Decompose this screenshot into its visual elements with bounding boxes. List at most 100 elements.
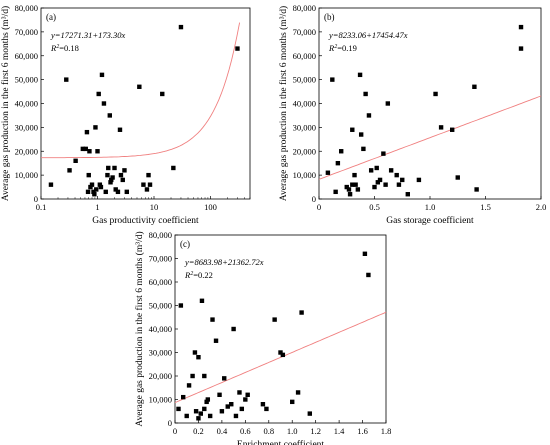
chart2-r-squared: R2=0.22 — [184, 270, 213, 280]
chart0-point — [118, 172, 124, 178]
chart2-point — [204, 399, 209, 405]
chart1-point — [361, 146, 366, 152]
chart2-point — [199, 298, 205, 303]
chart0-point — [85, 189, 91, 195]
chart1-point — [366, 113, 372, 118]
chart2-ytick-label: 10,000 — [149, 395, 172, 405]
chart0-point — [147, 182, 153, 187]
chart1-point — [381, 151, 386, 156]
chart1-r-squared: R2=0.19 — [328, 43, 357, 53]
chart1-xlabel: Gas storage coefficient — [386, 215, 474, 226]
chart0-point — [122, 168, 127, 173]
chart2-ytick-label: 70,000 — [149, 254, 172, 264]
chart0-point — [83, 146, 88, 152]
chart2-ytick-label: 20,000 — [149, 371, 172, 381]
chart1-point — [350, 182, 355, 187]
chart2-point — [210, 317, 215, 322]
chart1-panel-label: (b) — [324, 12, 335, 22]
chart0-panel-label: (a) — [46, 12, 56, 22]
chart0-fit-line — [41, 22, 241, 159]
chart1-point — [450, 127, 455, 132]
chart2-xtick-label: 1.4 — [334, 426, 345, 436]
chart1-point — [383, 182, 388, 187]
chart0-point — [107, 113, 112, 118]
chart2-point — [229, 402, 234, 407]
chart2-r-squared-exponent: 2 — [190, 271, 193, 277]
chart1-point — [518, 24, 524, 30]
chart2-point — [207, 413, 213, 419]
chart2-point — [217, 392, 222, 397]
chart2-xtick-label: 1.6 — [357, 426, 368, 436]
chart2-point — [299, 310, 304, 315]
chart0-point — [235, 46, 240, 51]
chart2-ytick-label: 80,000 — [149, 230, 172, 240]
chart1-ylabel: Average gas production in the first 6 mo… — [278, 6, 289, 201]
chart1-point — [346, 187, 352, 192]
chart1-point — [357, 72, 363, 78]
chart1-point — [385, 101, 391, 106]
chart0-point — [80, 146, 86, 152]
chart2-xlabel: Enrichment coefficient — [237, 439, 324, 445]
chart0-ylabel: Average gas production in the first 6 mo… — [0, 6, 11, 201]
chart0-point — [89, 182, 95, 187]
chart0-ytick-label: 70,000 — [15, 27, 38, 37]
chart1-point — [400, 177, 405, 183]
chart1-ytick-label: 10,000 — [293, 170, 316, 180]
chart0-point — [84, 129, 90, 135]
chart2-panel: 0 10,000 20,000 30,000 40,000 50,000 60,000 70,… — [134, 230, 391, 445]
chart0-point — [97, 182, 103, 187]
chart2-point — [198, 411, 203, 416]
chart2-point — [222, 376, 227, 381]
chart1-point — [355, 187, 361, 192]
chart2-ytick-label: 0 — [168, 418, 172, 428]
chart1-point — [405, 192, 410, 197]
chart0-point — [141, 182, 146, 187]
chart0-xtick-label: 100 — [204, 202, 217, 212]
chart1-ytick-label: 50,000 — [293, 75, 316, 85]
chart2-xtick-label: 1.2 — [310, 426, 321, 436]
chart1-point — [374, 165, 379, 171]
chart1-ytick-label: 20,000 — [293, 146, 316, 156]
chart1-point — [472, 84, 477, 89]
chart1-point — [325, 170, 331, 175]
chart2-point — [260, 402, 266, 407]
chart2-point — [272, 317, 277, 322]
chart1-point — [394, 172, 399, 178]
chart2-point — [205, 397, 211, 402]
chart0-ytick-label: 60,000 — [15, 51, 38, 61]
chart2-equation: y=8683.98+21362.72x — [184, 257, 264, 267]
chart2-point — [243, 397, 248, 402]
chart0-point — [96, 91, 101, 97]
chart2-point — [184, 413, 189, 419]
chart2-ylabel: Average gas production in the first 6 mo… — [134, 231, 145, 426]
chart1-fit-line — [318, 95, 542, 180]
chart2-point — [295, 390, 301, 395]
chart0-point — [171, 165, 176, 171]
chart0-point — [101, 101, 107, 106]
chart2-point — [366, 272, 371, 278]
chart0-point — [48, 182, 54, 187]
chart0-ytick-label: 20,000 — [15, 146, 38, 156]
chart2-point — [237, 390, 242, 395]
chart1-point — [363, 91, 368, 97]
chart0-point — [94, 187, 99, 192]
chart0-ytick-label: 10,000 — [15, 170, 38, 180]
chart0-point — [146, 172, 151, 178]
chart0-point — [106, 165, 111, 171]
chart0-r-squared: R2=0.18 — [50, 43, 79, 53]
chart2-xtick-label: 0.4 — [217, 426, 228, 436]
chart0-point — [93, 125, 98, 130]
chart0-ytick-label: 40,000 — [15, 99, 38, 109]
chart0-point — [110, 175, 115, 180]
chart1-point — [350, 127, 355, 132]
chart1-ytick-label: 70,000 — [293, 27, 316, 37]
chart2-point — [233, 413, 239, 419]
chart0-r-squared-value: =0.18 — [59, 43, 79, 53]
chart2-point — [213, 338, 219, 343]
chart2-point — [239, 406, 245, 412]
chart0-point — [112, 165, 117, 171]
chart1-point — [388, 168, 394, 173]
chart0-ytick-label: 0 — [34, 194, 38, 204]
chart2-xtick-label: 0.2 — [193, 426, 204, 436]
chart0-point — [88, 184, 93, 190]
